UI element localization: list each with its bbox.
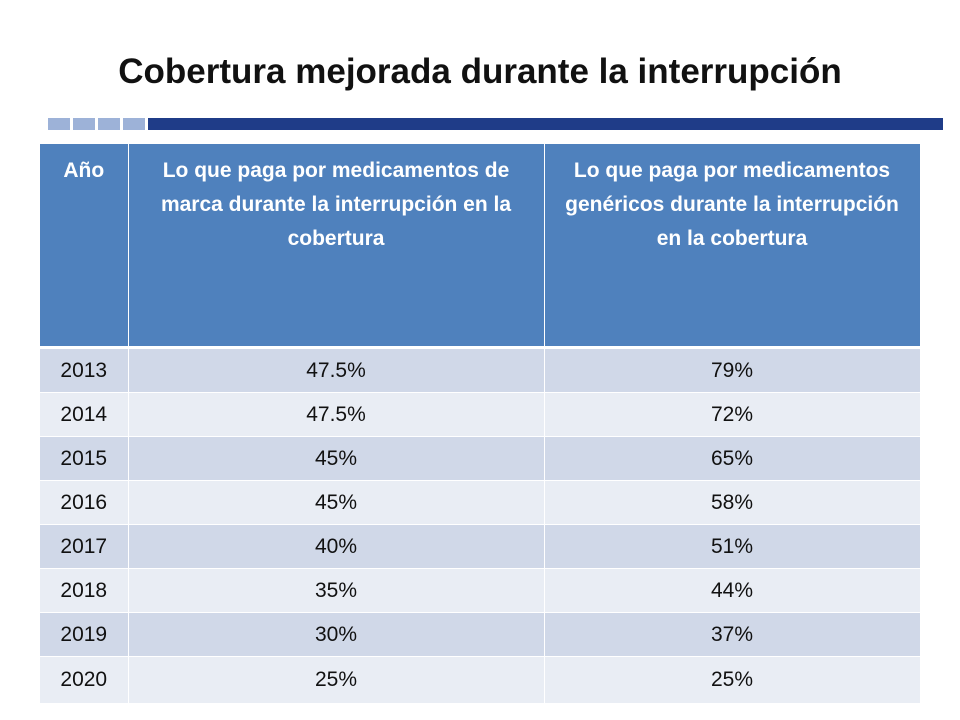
table-row: 2016 45% 58% — [40, 480, 921, 525]
generic-cell: 72% — [544, 392, 921, 437]
year-cell: 2013 — [40, 347, 129, 393]
divider-block — [48, 118, 70, 130]
brand-cell: 25% — [128, 656, 545, 704]
brand-cell: 30% — [128, 612, 545, 657]
year-cell: 2016 — [40, 480, 129, 525]
year-cell: 2019 — [40, 612, 129, 657]
brand-cell: 45% — [128, 480, 545, 525]
divider-block — [123, 118, 145, 130]
year-cell: 2015 — [40, 436, 129, 481]
generic-cell: 51% — [544, 524, 921, 569]
divider-block — [73, 118, 95, 130]
header-brand-drugs: Lo que paga por medicamentos de marca du… — [128, 144, 545, 349]
table-row: 2017 40% 51% — [40, 524, 921, 569]
year-cell: 2018 — [40, 568, 129, 613]
brand-cell: 35% — [128, 568, 545, 613]
slide-title: Cobertura mejorada durante la interrupci… — [118, 52, 842, 91]
table-row: 2013 47.5% 79% — [40, 347, 921, 393]
divider-block — [98, 118, 120, 130]
generic-cell: 25% — [544, 656, 921, 704]
title-divider — [48, 118, 943, 130]
brand-cell: 45% — [128, 436, 545, 481]
generic-cell: 58% — [544, 480, 921, 525]
brand-cell: 47.5% — [128, 392, 545, 437]
year-cell: 2017 — [40, 524, 129, 569]
table-row: 2014 47.5% 72% — [40, 392, 921, 437]
table-row: 2020 25% 25% — [40, 656, 921, 704]
divider-bar — [148, 118, 943, 130]
year-cell: 2014 — [40, 392, 129, 437]
coverage-table: Año Lo que paga por medicamentos de marc… — [40, 144, 921, 704]
brand-cell: 47.5% — [128, 347, 545, 393]
generic-cell: 65% — [544, 436, 921, 481]
table-row: 2018 35% 44% — [40, 568, 921, 613]
generic-cell: 79% — [544, 347, 921, 393]
header-year: Año — [40, 144, 129, 349]
table-row: 2015 45% 65% — [40, 436, 921, 481]
header-generic-drugs: Lo que paga por medicamentos genéricos d… — [544, 144, 921, 349]
brand-cell: 40% — [128, 524, 545, 569]
generic-cell: 37% — [544, 612, 921, 657]
year-cell: 2020 — [40, 656, 129, 704]
table-header-row: Año Lo que paga por medicamentos de marc… — [40, 144, 921, 349]
table-row: 2019 30% 37% — [40, 612, 921, 657]
generic-cell: 44% — [544, 568, 921, 613]
